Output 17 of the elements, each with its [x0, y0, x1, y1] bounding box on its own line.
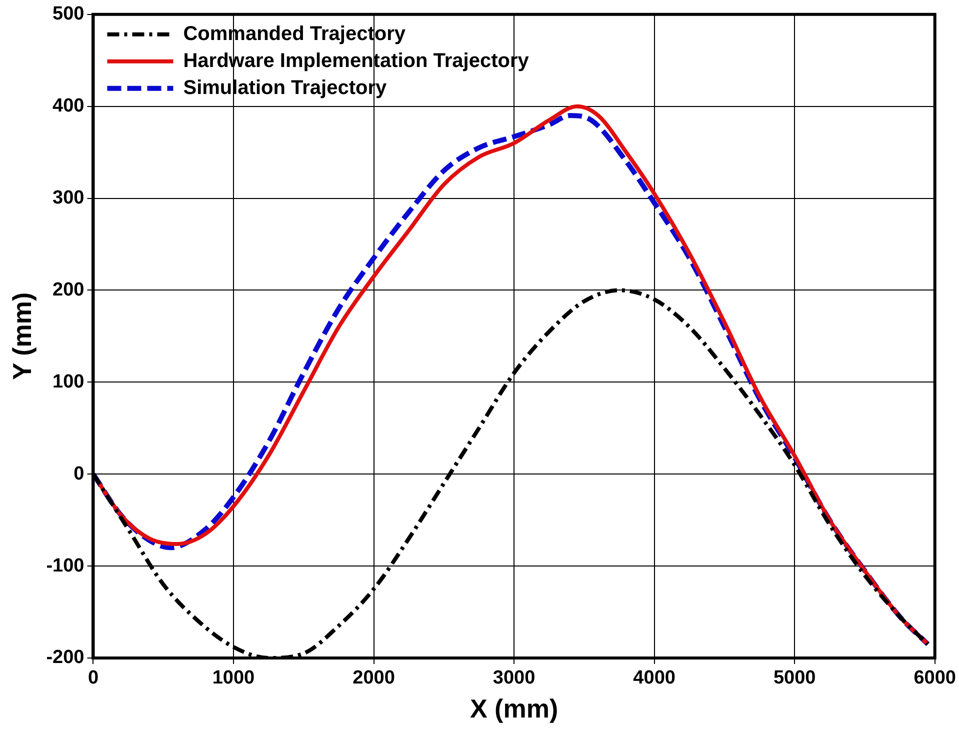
x-tick-label: 3000	[492, 668, 536, 689]
x-tick-label: 6000	[914, 668, 956, 689]
x-tick-label: 0	[88, 668, 99, 689]
y-axis-title: Y (mm)	[6, 292, 37, 380]
y-tick-label: -100	[46, 555, 84, 576]
y-tick-label: 500	[52, 4, 84, 25]
y-tick-label: -200	[46, 647, 84, 668]
x-axis-title: X (mm)	[470, 694, 558, 724]
y-tick-label: 0	[74, 463, 84, 484]
x-tick-label: 5000	[773, 668, 816, 689]
y-tick-label: 200	[52, 279, 84, 300]
x-tick-label: 4000	[633, 668, 676, 689]
x-tick-label: 1000	[212, 668, 255, 689]
y-tick-label: 300	[52, 188, 84, 209]
y-tick-label: 100	[52, 371, 84, 392]
x-tick-label: 2000	[352, 668, 395, 689]
y-tick-label: 400	[52, 96, 84, 117]
